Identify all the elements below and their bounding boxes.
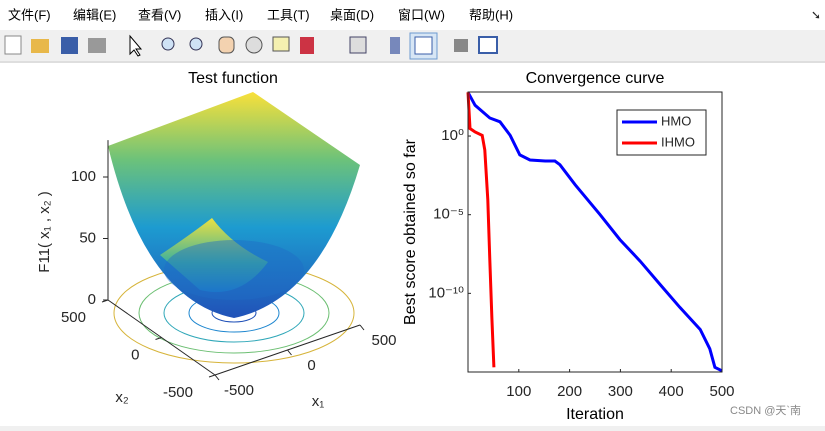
y-axis-label: Best score obtained so far: [402, 138, 419, 325]
menu-item[interactable]: 查看(V): [138, 7, 181, 22]
y-tick-label: 0: [131, 346, 139, 363]
menu-item[interactable]: 插入(I): [205, 7, 243, 22]
menu-item[interactable]: 编辑(E): [73, 7, 116, 22]
z-tick-label: 50: [79, 229, 96, 246]
x-tick-label: 300: [608, 383, 633, 400]
watermark: CSDN @天`南: [730, 404, 801, 417]
legend-box: [616, 109, 707, 156]
x-tick-label: -500: [224, 382, 254, 399]
menu-item[interactable]: 工具(T): [267, 7, 310, 22]
surface: [108, 92, 360, 364]
y-tick-label: 10⁻¹⁰: [428, 284, 464, 301]
y-tick-label: -500: [163, 384, 193, 401]
series-line: [466, 91, 723, 373]
y-tick-label: 10⁻⁵: [433, 206, 464, 223]
plot-frame: [467, 91, 723, 373]
x-tick: [359, 324, 365, 331]
y-tick-label: 500: [61, 309, 86, 326]
y-axis-label: x₂: [115, 389, 129, 406]
menu-arrow[interactable]: ➘: [811, 8, 821, 22]
z-tick-label: 100: [71, 168, 96, 185]
x-tick-label: 500: [709, 383, 734, 400]
menu-item[interactable]: 文件(F): [8, 7, 51, 22]
chart-title: Convergence curve: [526, 70, 665, 87]
x-tick-label: 0: [307, 357, 315, 374]
x-tick-label: 100: [506, 383, 531, 400]
menu-bar: [0, 0, 825, 30]
y-tick: [208, 374, 216, 378]
chart-title: Test function: [188, 70, 278, 87]
legend-label: IHMO: [661, 134, 695, 149]
y-tick: [155, 337, 162, 340]
x-axis-label: Iteration: [566, 406, 624, 423]
toolbar-icons[interactable]: [4, 32, 498, 60]
menu-item[interactable]: 帮助(H): [469, 7, 513, 22]
legend-label: HMO: [661, 113, 691, 128]
y-tick-label: 10⁰: [441, 127, 464, 144]
x-axis-label: x₁: [312, 393, 325, 410]
x-tick-label: 500: [371, 332, 396, 349]
menu-item[interactable]: 桌面(D): [330, 7, 374, 22]
menu-item[interactable]: 窗口(W): [398, 7, 445, 22]
z-axis-label: F11( x₁ , x₂ ): [36, 191, 53, 272]
z-tick-label: 0: [88, 291, 96, 308]
x-tick: [287, 349, 292, 356]
x-tick-label: 200: [557, 383, 582, 400]
x-tick-label: 400: [659, 383, 684, 400]
series-line: [466, 92, 496, 368]
x-tick: [214, 374, 220, 381]
